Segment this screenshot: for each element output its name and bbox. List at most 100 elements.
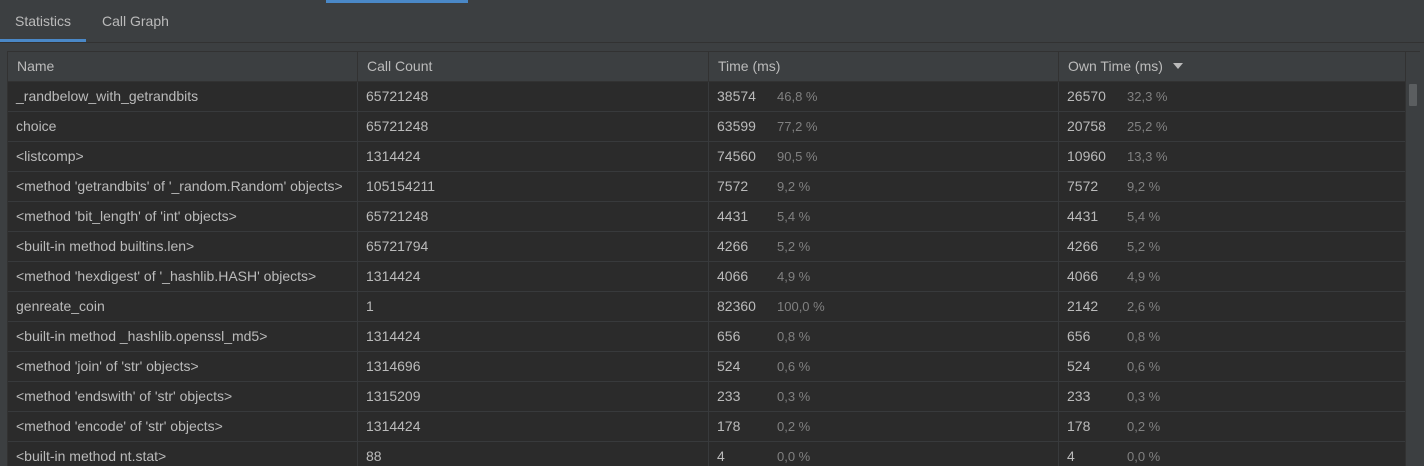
cell-name: <method 'encode' of 'str' objects> (8, 412, 358, 441)
column-header-call-count[interactable]: Call Count (358, 52, 709, 81)
table-row[interactable]: <method 'getrandbits' of '_random.Random… (8, 172, 1406, 202)
time-percent: 0,0 % (777, 449, 811, 464)
table-row[interactable]: <built-in method _hashlib.openssl_md5> 13… (8, 322, 1406, 352)
cell-name: <built-in method _hashlib.openssl_md5> (8, 322, 358, 351)
cell-time: 233 0,3 % (709, 382, 1059, 411)
cell-name: <method 'bit_length' of 'int' objects> (8, 202, 358, 231)
time-value: 656 (717, 328, 741, 344)
tab-statistics[interactable]: Statistics (0, 3, 86, 42)
cell-own-time: 7572 9,2 % (1059, 172, 1406, 201)
call-count-value: 1314424 (366, 418, 421, 434)
own-time-value: 26570 (1067, 88, 1106, 104)
function-name: <method 'endswith' of 'str' objects> (16, 388, 233, 404)
cell-time: 74560 90,5 % (709, 142, 1059, 171)
cell-name: choice (8, 112, 358, 141)
scrollbar-thumb[interactable] (1409, 84, 1417, 106)
table-row[interactable]: <method 'join' of 'str' objects> 1314696 5… (8, 352, 1406, 382)
call-count-value: 65721248 (366, 208, 429, 224)
cell-name: <method 'hexdigest' of '_hashlib.HASH' o… (8, 262, 358, 291)
cell-own-time: 10960 13,3 % (1059, 142, 1406, 171)
call-count-value: 1314424 (366, 328, 421, 344)
cell-time: 38574 46,8 % (709, 82, 1059, 111)
own-time-percent: 2,6 % (1127, 299, 1161, 314)
cell-own-time: 656 0,8 % (1059, 322, 1406, 351)
own-time-value: 10960 (1067, 148, 1106, 164)
table-row[interactable]: <method 'encode' of 'str' objects> 131442… (8, 412, 1406, 442)
cell-time: 82360 100,0 % (709, 292, 1059, 321)
tab-call-graph[interactable]: Call Graph (102, 13, 169, 29)
own-time-value: 4066 (1067, 268, 1099, 284)
cell-own-time: 4266 5,2 % (1059, 232, 1406, 261)
vertical-scrollbar[interactable] (1405, 52, 1420, 466)
time-percent: 0,6 % (777, 359, 811, 374)
cell-own-time: 26570 32,3 % (1059, 82, 1406, 111)
time-percent: 0,8 % (777, 329, 811, 344)
call-count-value: 1314424 (366, 148, 421, 164)
cell-own-time: 4 0,0 % (1059, 442, 1406, 466)
table-row[interactable]: <method 'bit_length' of 'int' objects> 65… (8, 202, 1406, 232)
tab-bar: Statistics Call Graph (0, 3, 1424, 43)
cell-own-time: 4431 5,4 % (1059, 202, 1406, 231)
own-time-value: 4 (1067, 448, 1075, 464)
column-header-time-label: Time (ms) (718, 58, 781, 74)
time-percent: 46,8 % (777, 89, 818, 104)
cell-call-count: 65721248 (358, 202, 709, 231)
table-body: _randbelow_with_getrandbits 65721248 38574… (8, 82, 1406, 466)
column-header-name[interactable]: Name (8, 52, 358, 81)
function-name: genreate_coin (16, 298, 105, 314)
own-time-value: 7572 (1067, 178, 1099, 194)
function-name: <built-in method builtins.len> (16, 238, 195, 254)
table-row[interactable]: <built-in method builtins.len> 65721794 42… (8, 232, 1406, 262)
own-time-value: 20758 (1067, 118, 1106, 134)
table-row[interactable]: <method 'endswith' of 'str' objects> 1315… (8, 382, 1406, 412)
own-time-value: 4431 (1067, 208, 1099, 224)
cell-time: 4 0,0 % (709, 442, 1059, 466)
table-row[interactable]: _randbelow_with_getrandbits 65721248 38574… (8, 82, 1406, 112)
cell-time: 7572 9,2 % (709, 172, 1059, 201)
table-row[interactable]: <method 'hexdigest' of '_hashlib.HASH' o… (8, 262, 1406, 292)
column-header-time[interactable]: Time (ms) (709, 52, 1059, 81)
own-time-percent: 13,3 % (1127, 149, 1168, 164)
time-value: 63599 (717, 118, 756, 134)
column-header-own-time[interactable]: Own Time (ms) (1059, 52, 1406, 81)
table-row[interactable]: choice 65721248 63599 77,2 % 20758 25,2 % (8, 112, 1406, 142)
cell-own-time: 2142 2,6 % (1059, 292, 1406, 321)
cell-time: 656 0,8 % (709, 322, 1059, 351)
time-value: 4266 (717, 238, 749, 254)
profiler-statistics-table: Name Call Count Time (ms) Own Time (ms) … (7, 51, 1420, 466)
table-header: Name Call Count Time (ms) Own Time (ms) (8, 52, 1406, 82)
own-time-value: 233 (1067, 388, 1091, 404)
table-row[interactable]: genreate_coin 1 82360 100,0 % 2142 2,6 % (8, 292, 1406, 322)
call-count-value: 65721794 (366, 238, 429, 254)
own-time-percent: 5,2 % (1127, 239, 1161, 254)
cell-name: <method 'getrandbits' of '_random.Random… (8, 172, 358, 201)
cell-call-count: 1314424 (358, 412, 709, 441)
function-name: _randbelow_with_getrandbits (16, 88, 199, 104)
cell-call-count: 65721794 (358, 232, 709, 261)
cell-call-count: 1314424 (358, 142, 709, 171)
own-time-percent: 0,0 % (1127, 449, 1161, 464)
cell-call-count: 65721248 (358, 112, 709, 141)
own-time-percent: 0,8 % (1127, 329, 1161, 344)
function-name: <built-in method nt.stat> (16, 448, 167, 464)
time-value: 4066 (717, 268, 749, 284)
call-count-value: 65721248 (366, 118, 429, 134)
cell-time: 63599 77,2 % (709, 112, 1059, 141)
time-percent: 100,0 % (777, 299, 825, 314)
own-time-percent: 0,6 % (1127, 359, 1161, 374)
time-value: 524 (717, 358, 741, 374)
own-time-value: 524 (1067, 358, 1091, 374)
cell-time: 178 0,2 % (709, 412, 1059, 441)
time-percent: 4,9 % (777, 269, 811, 284)
cell-own-time: 178 0,2 % (1059, 412, 1406, 441)
time-value: 4431 (717, 208, 749, 224)
cell-call-count: 65721248 (358, 82, 709, 111)
time-percent: 5,2 % (777, 239, 811, 254)
function-name: <method 'getrandbits' of '_random.Random… (16, 178, 343, 194)
own-time-percent: 0,2 % (1127, 419, 1161, 434)
function-name: <method 'hexdigest' of '_hashlib.HASH' o… (16, 268, 317, 284)
sort-descending-icon (1172, 63, 1183, 70)
table-row[interactable]: <built-in method nt.stat> 88 4 0,0 % 4 0,0 % (8, 442, 1406, 466)
function-name: <method 'bit_length' of 'int' objects> (16, 208, 237, 224)
table-row[interactable]: <listcomp> 1314424 74560 90,5 % 10960 13,3 % (8, 142, 1406, 172)
